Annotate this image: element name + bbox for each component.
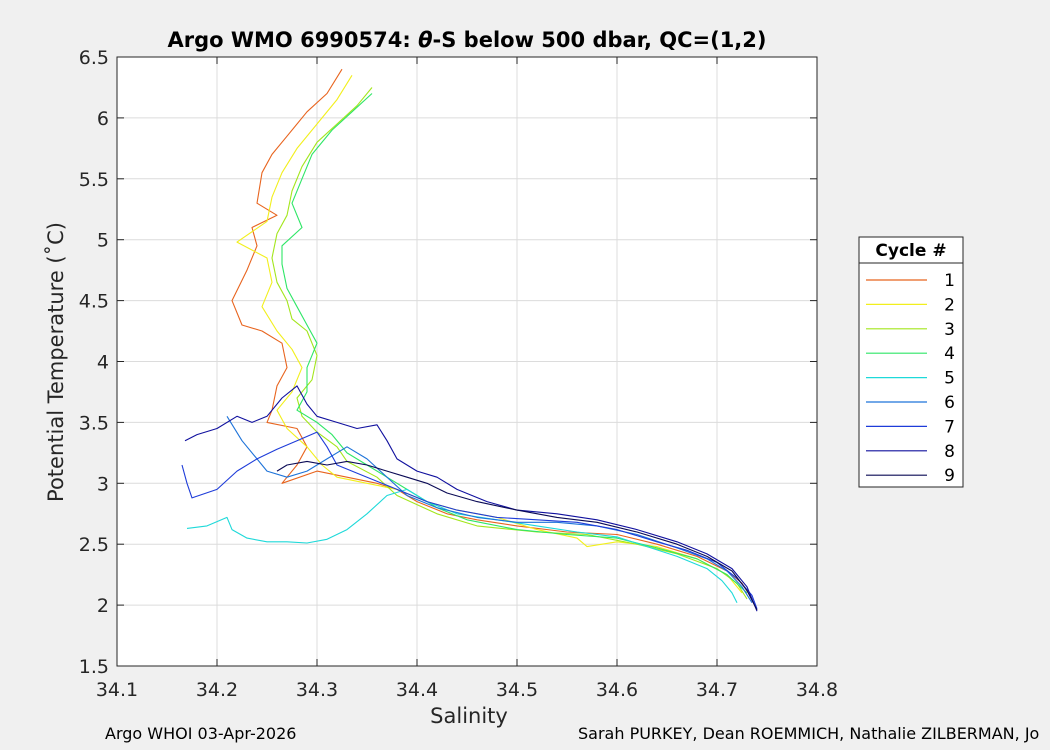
y-tick-label: 1.5 bbox=[79, 656, 109, 678]
y-tick-label: 6.5 bbox=[79, 47, 109, 69]
y-tick-label: 6 bbox=[97, 108, 109, 130]
legend-box bbox=[858, 236, 964, 488]
x-tick-label: 34.2 bbox=[196, 679, 238, 701]
x-tick-label: 34.1 bbox=[96, 679, 138, 701]
footer-credit-left: Argo WHOI 03-Apr-2026 bbox=[105, 724, 297, 743]
x-tick-label: 34.5 bbox=[496, 679, 538, 701]
legend-label-cycle-5: 5 bbox=[944, 369, 955, 389]
legend-label-cycle-1: 1 bbox=[944, 271, 955, 291]
x-axis-label: Salinity bbox=[430, 704, 508, 728]
legend-title: Cycle # bbox=[875, 241, 946, 261]
legend: Cycle # 1 2 3 4 5 6 7 8 9 bbox=[858, 236, 964, 488]
legend-label-cycle-7: 7 bbox=[944, 417, 955, 437]
y-tick-label: 5.5 bbox=[79, 169, 109, 191]
y-tick-label: 3.5 bbox=[79, 412, 109, 434]
x-tick-label: 34.8 bbox=[796, 679, 838, 701]
series-line-cycle-2 bbox=[236, 75, 743, 594]
chart-title-suffix: -S below 500 dbar, QC=(1,2) bbox=[433, 28, 767, 52]
legend-label-cycle-2: 2 bbox=[944, 295, 955, 315]
y-tick-label: 2 bbox=[97, 595, 109, 617]
series-line-cycle-6 bbox=[226, 416, 753, 603]
y-tick-label: 5 bbox=[97, 230, 109, 252]
series-line-cycle-7 bbox=[181, 431, 758, 609]
series-line-cycle-1 bbox=[231, 68, 753, 600]
chart-title-theta: θ bbox=[418, 28, 432, 52]
legend-label-cycle-8: 8 bbox=[944, 442, 955, 462]
series-line-cycle-4 bbox=[281, 93, 748, 594]
legend-label-cycle-9: 9 bbox=[944, 466, 955, 486]
axis-ticks: 34.1 34.2 34.3 34.4 34.5 34.6 34.7 34.81.522.53… bbox=[79, 47, 838, 701]
x-tick-label: 34.4 bbox=[396, 679, 438, 701]
series-line-cycle-8 bbox=[184, 385, 758, 612]
x-tick-label: 34.7 bbox=[696, 679, 738, 701]
x-tick-label: 34.6 bbox=[596, 679, 638, 701]
chart-title-prefix: Argo WMO 6990574: bbox=[167, 28, 418, 52]
series-group bbox=[181, 68, 758, 612]
footer-credit-right: Sarah PURKEY, Dean ROEMMICH, Nathalie ZI… bbox=[578, 724, 1040, 743]
series-line-cycle-9 bbox=[276, 460, 758, 611]
series-line-cycle-3 bbox=[271, 87, 748, 600]
x-tick-label: 34.3 bbox=[296, 679, 338, 701]
series-line-cycle-5 bbox=[186, 488, 738, 603]
y-tick-label: 2.5 bbox=[79, 534, 109, 556]
legend-label-cycle-4: 4 bbox=[944, 344, 955, 364]
legend-label-cycle-6: 6 bbox=[944, 393, 955, 413]
y-tick-label: 4.5 bbox=[79, 291, 109, 313]
y-tick-label: 3 bbox=[97, 473, 109, 495]
y-axis-label: Potential Temperature (˚C) bbox=[44, 222, 68, 502]
y-tick-label: 4 bbox=[97, 352, 109, 374]
chart-title: Argo WMO 6990574: θ-S below 500 dbar, QC… bbox=[167, 28, 766, 52]
legend-label-cycle-3: 3 bbox=[944, 320, 955, 340]
legend-items: 1 2 3 4 5 6 7 8 9 bbox=[866, 271, 955, 486]
